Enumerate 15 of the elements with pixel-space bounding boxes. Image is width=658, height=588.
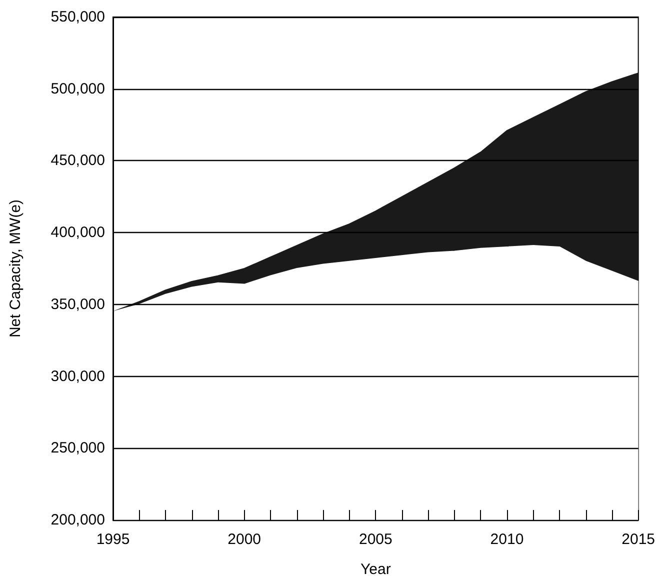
x-tick-label: 2000 <box>228 531 262 548</box>
y-axis-title: Net Capacity, MW(e) <box>7 199 24 338</box>
y-tick-label: 200,000 <box>50 512 105 528</box>
y-tick-label: 550,000 <box>50 8 105 26</box>
y-tick-label: 250,000 <box>50 440 105 457</box>
x-tick-label: 2010 <box>490 531 524 548</box>
y-tick-label: 450,000 <box>50 152 105 170</box>
y-tick-label: 400,000 <box>50 224 105 242</box>
x-tick-label: 2015 <box>622 531 656 548</box>
x-axis-title: Year <box>360 561 391 578</box>
x-tick-label: 1995 <box>96 531 130 548</box>
y-tick-label: 500,000 <box>50 80 105 98</box>
y-tick-label: 350,000 <box>50 296 105 313</box>
y-tick-label: 300,000 <box>50 368 105 385</box>
x-tick-label: 2005 <box>358 531 392 548</box>
